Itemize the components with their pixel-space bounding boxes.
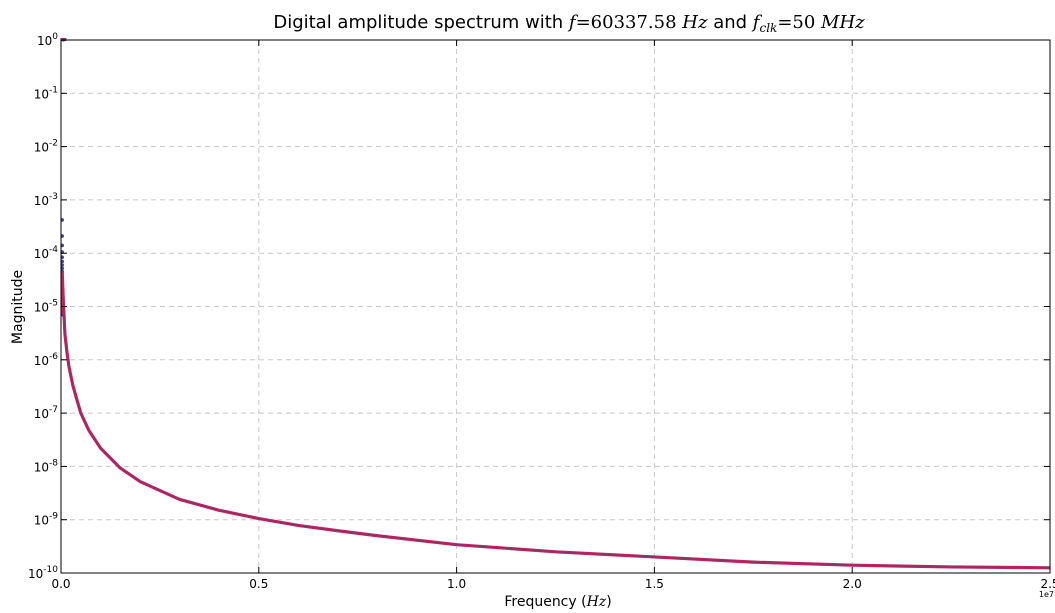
tick-label-layer: 0.0 0.5 1.0 1.5 2.0 2.5 100 10-1 10-2 10-3 10-4 10-… <box>28 32 1055 591</box>
grid-layer <box>60 39 1051 574</box>
x-axis-label-unit: Hz <box>586 594 607 610</box>
y-tick-label: 10-2 <box>34 139 58 155</box>
x-tick-label: 2.5 <box>1040 577 1055 591</box>
y-tick-label: 10-1 <box>34 85 58 101</box>
x-tick-label: 2.0 <box>843 577 862 591</box>
x-tick-label: 1.5 <box>645 577 664 591</box>
title-clk-value: =50 <box>777 12 821 33</box>
x-axis-label-text: Frequency ( <box>504 594 586 610</box>
x-tick-label: 0.5 <box>249 577 268 591</box>
title-f-value: =60337.58 <box>576 12 683 33</box>
y-tick-label: 10-9 <box>34 512 59 528</box>
y-tick-label: 10-7 <box>34 405 58 421</box>
title-prefix: Digital amplitude spectrum with <box>273 12 569 33</box>
title-f-unit: Hz <box>681 12 708 33</box>
spectrum-curve-core <box>61 271 1051 569</box>
y-tick-label: 10-10 <box>28 565 58 581</box>
x-tick-label: 0.0 <box>51 577 70 591</box>
x-offset-label: 1e7 <box>1039 590 1054 599</box>
y-tick-label: 10-8 <box>34 458 59 474</box>
data-layer <box>60 38 1051 570</box>
y-tick-label: 10-3 <box>34 192 58 208</box>
y-tick-label: 100 <box>37 32 58 48</box>
tick-layer <box>60 39 1051 574</box>
chart-title: Digital amplitude spectrum with f=60337.… <box>273 12 865 35</box>
y-tick-label: 10-6 <box>34 352 59 368</box>
y-tick-label: 10-5 <box>34 299 58 315</box>
x-tick-label: 1.0 <box>447 577 466 591</box>
x-axis-label-close: ) <box>606 594 611 610</box>
y-tick-label: 10-4 <box>34 245 59 261</box>
x-axis-label: Frequency (Hz) <box>504 594 611 610</box>
title-clk-subscript: clk <box>759 21 777 35</box>
spectrum-curve <box>60 271 1051 570</box>
title-joiner: and <box>707 12 752 33</box>
title-clk-unit: MHz <box>820 12 865 33</box>
y-axis-label: Magnitude <box>10 270 26 344</box>
